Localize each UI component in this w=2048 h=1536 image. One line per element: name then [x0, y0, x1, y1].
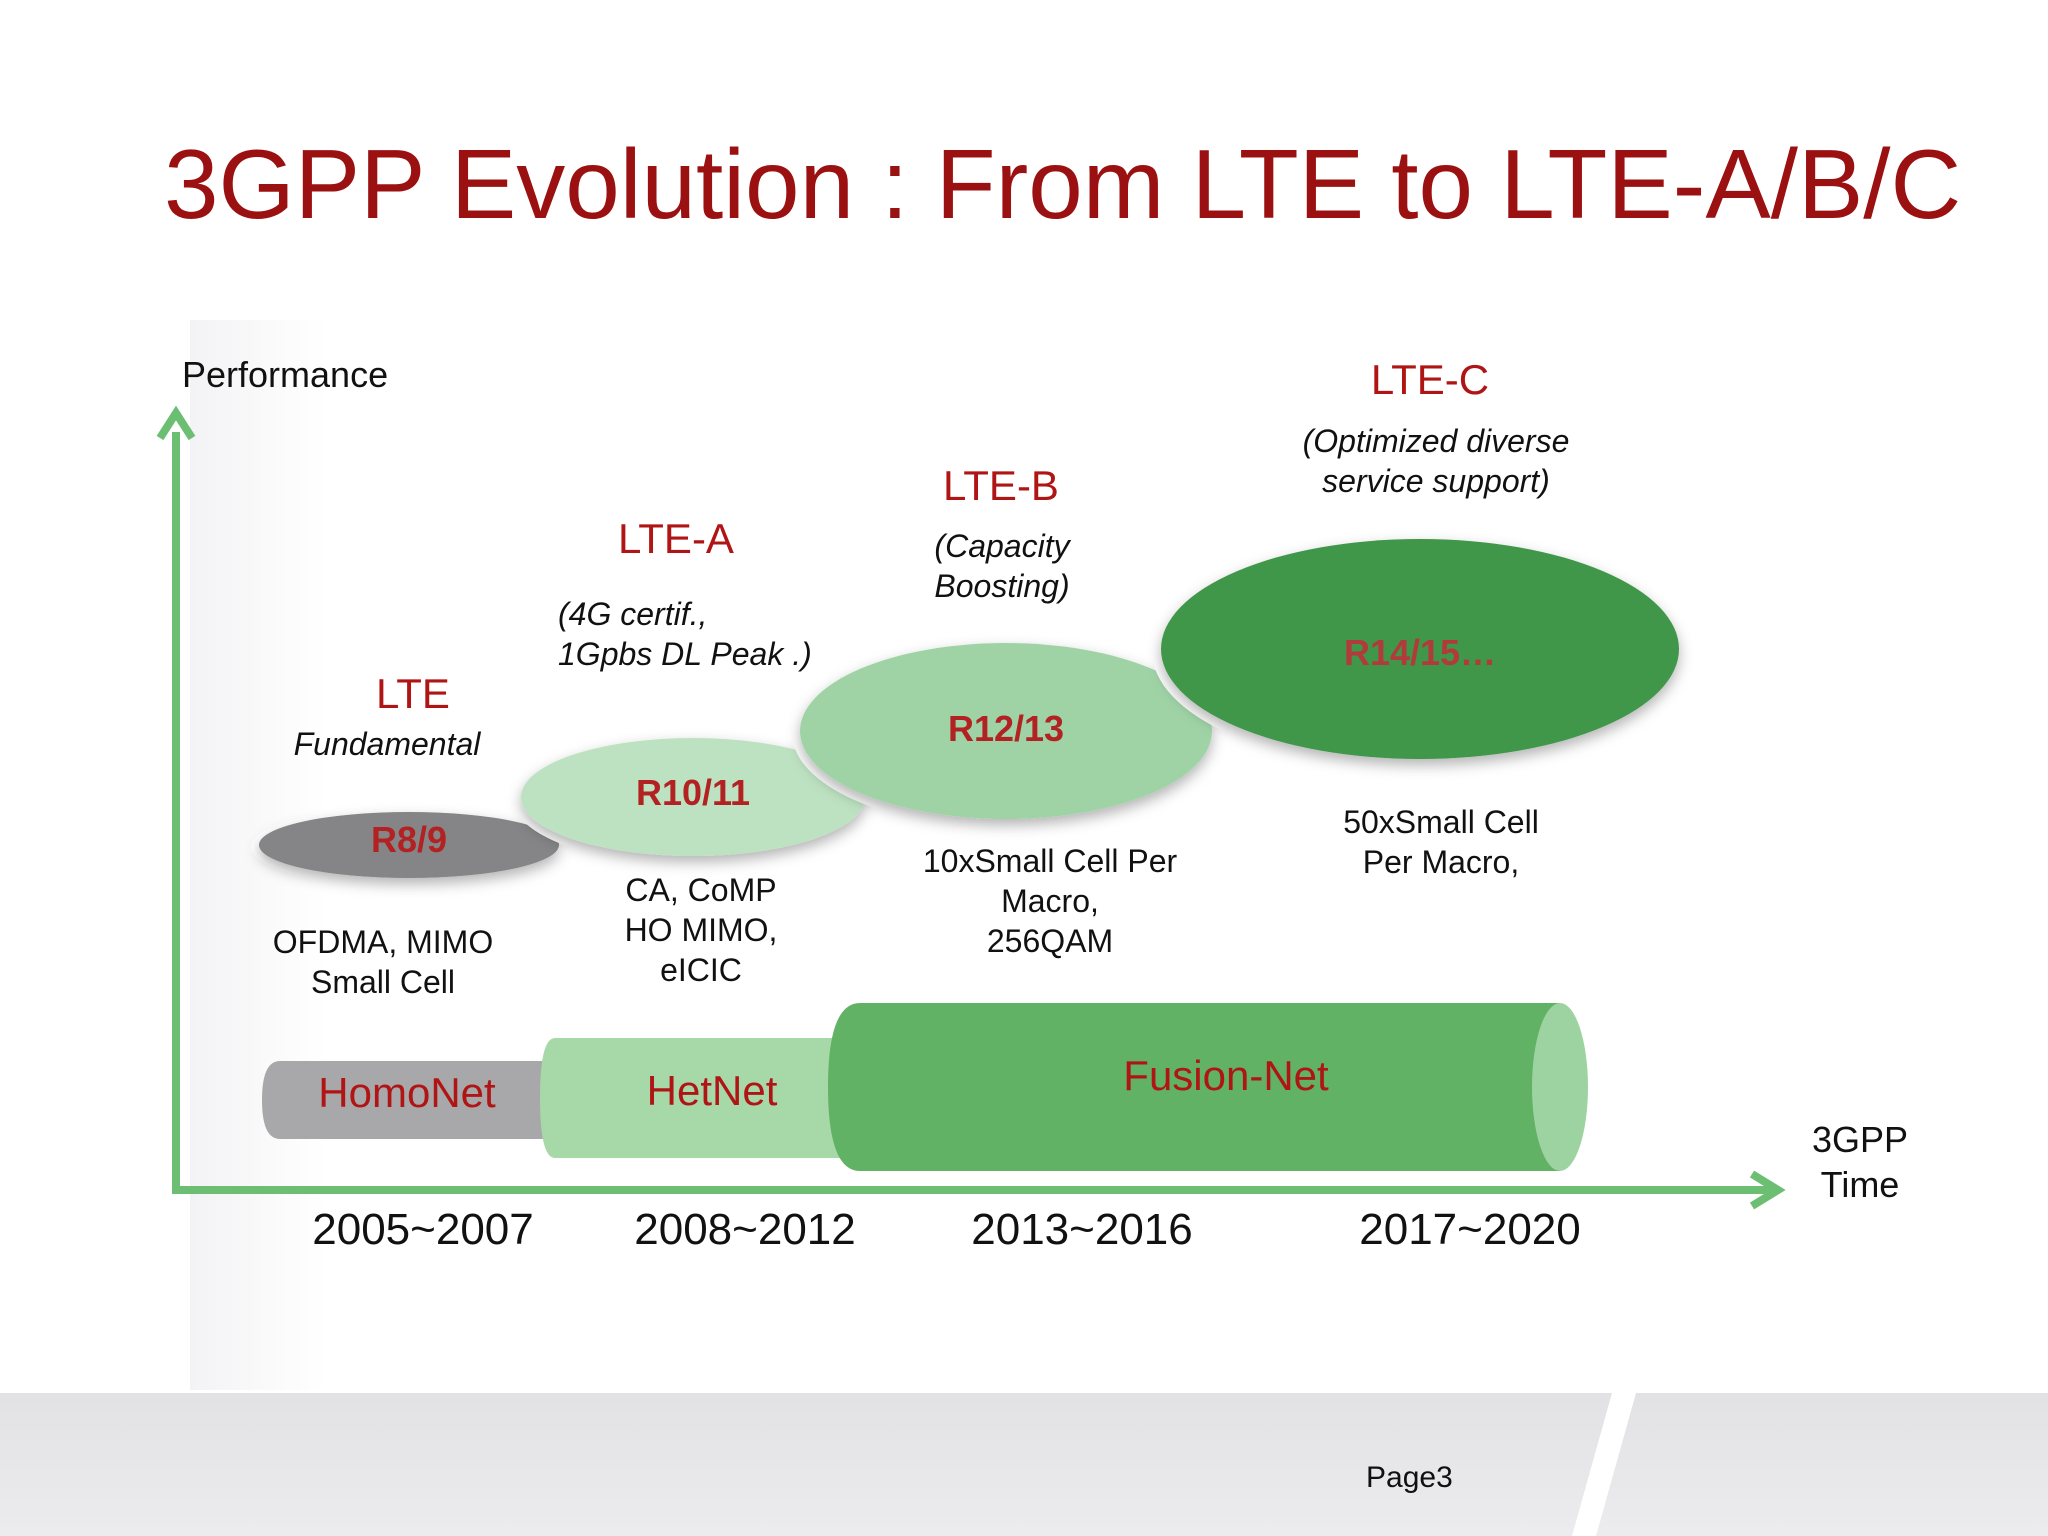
era-ltea-features: CA, CoMP HO MIMO, eICIC [625, 870, 778, 990]
ellipse-r1213 [800, 643, 1212, 819]
y-axis-label: Performance [182, 354, 389, 395]
period-label: 2005~2007 [312, 1205, 534, 1254]
slide-title: 3GPP Evolution : From LTE to LTE-A/B/C [164, 129, 1962, 239]
feature-line: 10xSmall Cell Per [922, 843, 1178, 879]
y-axis-arrow [156, 405, 196, 441]
era-lteb-features: 10xSmall Cell Per Macro, 256QAM [923, 841, 1177, 961]
feature-line: eICIC [660, 952, 742, 988]
note-line: (Capacity [934, 528, 1070, 564]
feature-line: CA, CoMP [625, 872, 777, 908]
era-ltec-note: (Optimized diverse service support) [1303, 421, 1570, 501]
hetnet-bar [540, 1038, 850, 1158]
network-fusionnet-label: Fusion-Net [1123, 1052, 1329, 1099]
x-axis-label-line1: 3GPP [1811, 1119, 1909, 1160]
era-lte-name: LTE [376, 670, 450, 717]
era-ltea-note: (4G certif., 1Gpbs DL Peak .) [558, 594, 812, 674]
release-r1011: R10/11 [635, 772, 751, 813]
x-axis-label-line2: Time [1820, 1164, 1900, 1205]
feature-line: Macro, [1001, 883, 1099, 919]
release-r89: R8/9 [370, 819, 448, 860]
era-lte-note: Fundamental [293, 726, 481, 762]
page-number: Page3 [1366, 1461, 1453, 1494]
note-line: 1Gpbs DL Peak .) [558, 636, 812, 672]
era-ltec-name: LTE-C [1370, 356, 1490, 403]
network-homonet-label: HomoNet [318, 1069, 496, 1116]
release-r1213: R12/13 [947, 708, 1065, 749]
era-lteb-note: (Capacity Boosting) [934, 526, 1069, 606]
note-line: service support) [1322, 463, 1550, 499]
note-line: (4G certif., [558, 596, 708, 632]
note-line: (Optimized diverse [1302, 423, 1570, 459]
period-label: 2013~2016 [971, 1205, 1193, 1254]
network-hetnet-label: HetNet [646, 1067, 778, 1114]
era-ltec-features: 50xSmall Cell Per Macro, [1343, 802, 1539, 882]
era-lte-features: OFDMA, MIMO Small Cell [273, 922, 493, 1002]
footer-band [0, 1393, 2048, 1536]
x-axis-label: 3GPP Time [1812, 1117, 1908, 1207]
release-r1415: R14/15… [1343, 632, 1497, 673]
feature-line: Small Cell [310, 964, 456, 1000]
ellipse-r1415 [1161, 539, 1679, 759]
feature-line: HO MIMO, [624, 912, 778, 948]
ellipse-r89 [259, 812, 559, 878]
homonet-bar [262, 1061, 560, 1139]
era-ltea-name: LTE-A [618, 515, 734, 562]
era-lteb-name: LTE-B [943, 462, 1059, 509]
period-label: 2008~2012 [634, 1205, 856, 1254]
x-axis-arrow [1749, 1170, 1786, 1210]
fusionnet-cap [1532, 1003, 1588, 1171]
footer-slash [1572, 1393, 1636, 1536]
feature-line: OFDMA, MIMO [272, 924, 494, 960]
feature-line: 50xSmall Cell [1343, 804, 1539, 840]
ellipse-r1011 [521, 738, 865, 856]
fusionnet-bar [828, 1003, 1560, 1171]
feature-line: Per Macro, [1362, 844, 1520, 880]
period-label: 2017~2020 [1359, 1205, 1581, 1254]
feature-line: 256QAM [986, 923, 1114, 959]
note-line: Boosting) [934, 568, 1070, 604]
